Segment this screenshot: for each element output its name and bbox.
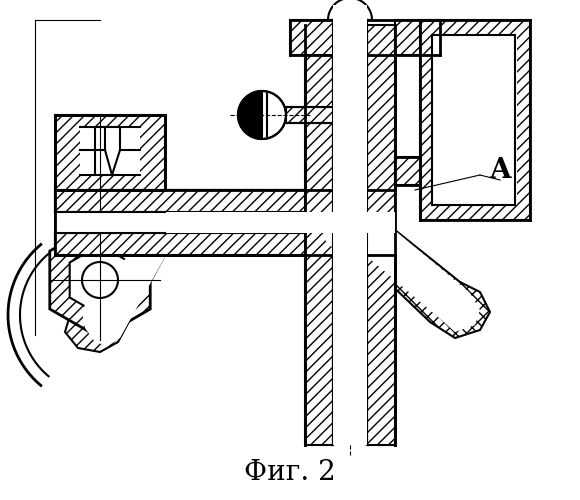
Bar xyxy=(395,157,420,185)
Polygon shape xyxy=(70,245,130,315)
Circle shape xyxy=(82,262,118,298)
Bar xyxy=(333,5,367,445)
Bar xyxy=(286,107,334,123)
Bar xyxy=(55,115,165,190)
Polygon shape xyxy=(262,91,286,139)
Polygon shape xyxy=(50,222,150,338)
Bar xyxy=(55,212,305,233)
Bar xyxy=(55,233,305,255)
Bar xyxy=(333,25,367,445)
Bar xyxy=(80,127,140,175)
Bar xyxy=(420,20,530,220)
Polygon shape xyxy=(325,210,480,332)
Bar xyxy=(305,212,333,233)
Bar xyxy=(55,190,305,212)
Bar xyxy=(367,212,395,233)
Bar xyxy=(55,233,305,255)
Text: Фиг. 2: Фиг. 2 xyxy=(244,458,336,485)
Polygon shape xyxy=(238,91,262,139)
Bar xyxy=(305,25,333,445)
Bar xyxy=(432,35,517,205)
Bar xyxy=(55,190,305,255)
Bar xyxy=(55,190,305,212)
Polygon shape xyxy=(320,205,490,338)
Bar xyxy=(290,20,355,55)
Bar xyxy=(367,25,395,445)
Bar xyxy=(333,20,367,55)
Polygon shape xyxy=(82,198,295,346)
Bar xyxy=(55,212,305,233)
Polygon shape xyxy=(328,0,372,20)
Text: A: A xyxy=(489,156,511,184)
Bar xyxy=(395,20,440,55)
Polygon shape xyxy=(65,190,305,352)
